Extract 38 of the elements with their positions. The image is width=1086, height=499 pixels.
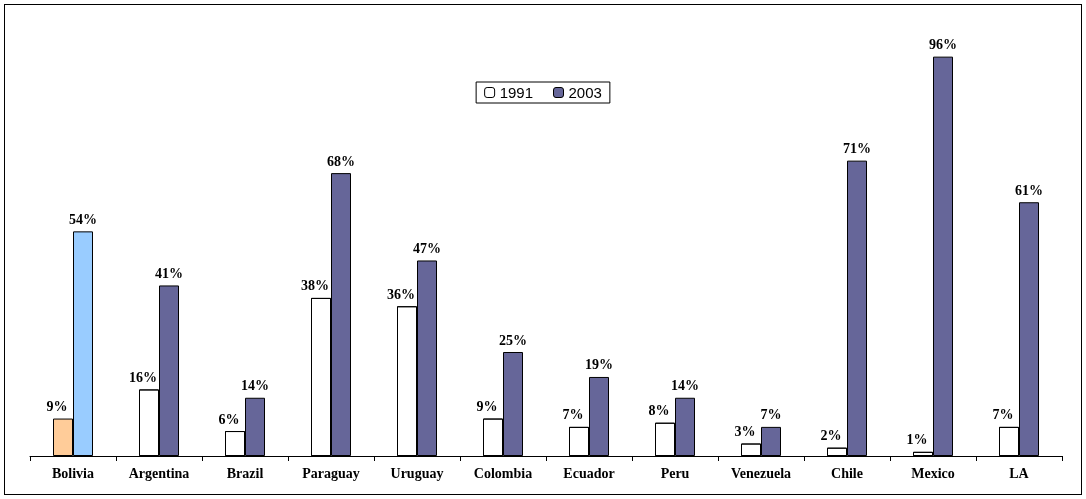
x-tick-label: Brazil bbox=[226, 465, 264, 481]
data-label: 7% bbox=[562, 407, 584, 423]
data-label: 9% bbox=[46, 399, 68, 415]
data-label: 19% bbox=[585, 357, 613, 373]
data-label: 7% bbox=[992, 407, 1014, 423]
legend-label: 2003 bbox=[568, 84, 602, 101]
data-label: 36% bbox=[387, 286, 415, 302]
data-label: 14% bbox=[671, 378, 699, 394]
data-label: 96% bbox=[929, 37, 957, 53]
x-tick-label: Venezuela bbox=[730, 465, 792, 481]
data-label: 8% bbox=[648, 403, 670, 419]
data-label: 14% bbox=[241, 378, 269, 394]
x-tick-label: Uruguay bbox=[390, 465, 444, 481]
data-label: 54% bbox=[69, 211, 97, 227]
x-tick-label: Mexico bbox=[911, 465, 955, 481]
data-label: 47% bbox=[413, 240, 441, 256]
x-tick-label: LA bbox=[1009, 465, 1030, 481]
data-label: 3% bbox=[734, 424, 756, 440]
data-label: 2% bbox=[820, 428, 842, 444]
data-label: 16% bbox=[129, 369, 157, 385]
data-label: 7% bbox=[760, 407, 782, 423]
data-label: 6% bbox=[218, 411, 240, 427]
x-tick-label: Paraguay bbox=[302, 465, 360, 481]
data-label: 25% bbox=[499, 332, 527, 348]
x-tick-label: Chile bbox=[831, 465, 863, 481]
x-tick-label: Peru bbox=[660, 465, 690, 481]
data-label: 41% bbox=[155, 265, 183, 281]
x-tick-label: Colombia bbox=[473, 465, 533, 481]
x-tick-label: Bolivia bbox=[51, 465, 95, 481]
x-tick-label: Argentina bbox=[128, 465, 190, 481]
data-label: 38% bbox=[301, 278, 329, 294]
data-label: 71% bbox=[843, 141, 871, 157]
x-tick-label: Ecuador bbox=[563, 465, 615, 481]
data-label: 1% bbox=[906, 432, 928, 448]
data-label: 61% bbox=[1015, 182, 1043, 198]
data-label: 68% bbox=[327, 153, 355, 169]
data-label: 9% bbox=[476, 399, 498, 415]
legend-label: 1991 bbox=[499, 84, 534, 101]
